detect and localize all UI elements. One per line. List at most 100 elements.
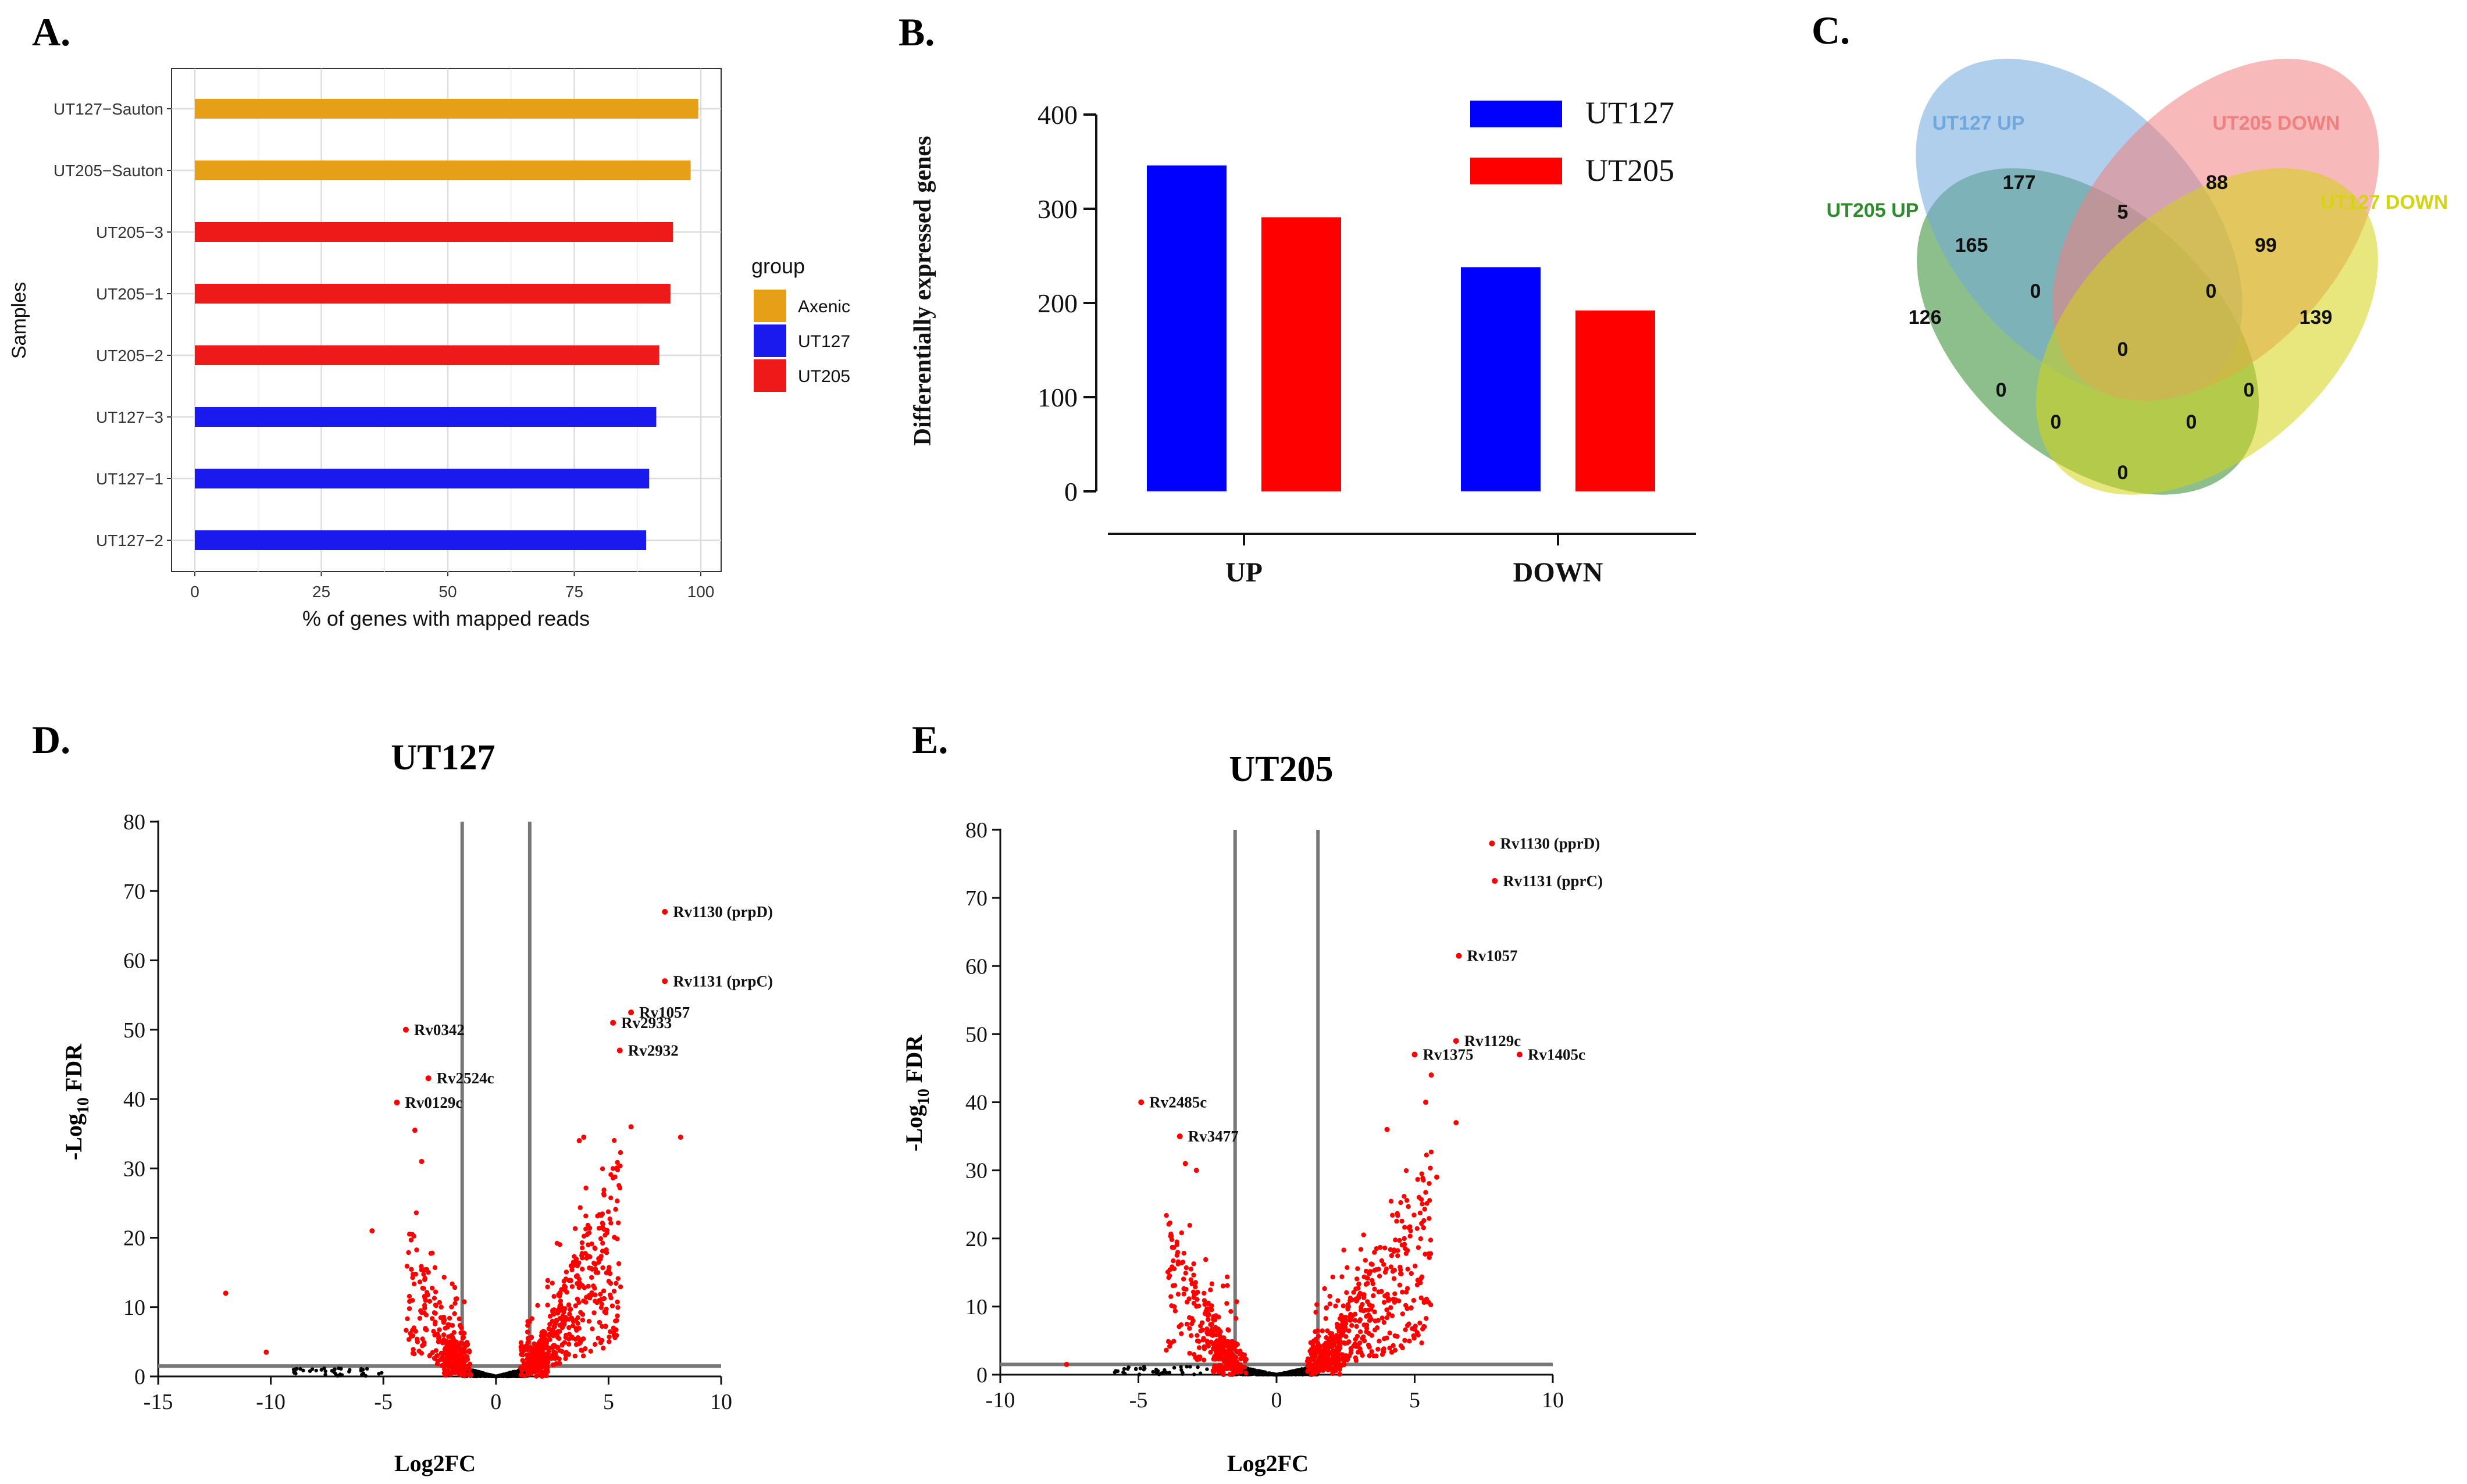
point-sig <box>545 1284 550 1290</box>
point-sig <box>1395 1248 1400 1253</box>
point-sig <box>580 1312 586 1317</box>
y-tick-label: 400 <box>1038 100 1078 130</box>
x-tick-label: 75 <box>565 583 583 601</box>
legend-swatch-ut205 <box>754 359 786 392</box>
point-sig <box>540 1373 546 1379</box>
point-sig <box>1356 1286 1361 1291</box>
point-sig <box>1327 1293 1332 1299</box>
point-sig <box>1418 1236 1424 1242</box>
x-tick-label: 50 <box>439 583 457 601</box>
point-sig <box>424 1267 430 1272</box>
point-ns <box>1252 1371 1256 1375</box>
point-ns <box>1276 1372 1280 1376</box>
point-sig <box>1346 1328 1352 1333</box>
point-ns <box>1295 1369 1299 1374</box>
panel-b-x-tick-labels: UP DOWN <box>1225 534 1603 588</box>
point-sig <box>404 1264 410 1269</box>
point-sig <box>432 1355 437 1361</box>
point-ns <box>322 1366 326 1371</box>
point-sig <box>1427 1216 1432 1221</box>
point-sig <box>579 1245 585 1251</box>
point-sig <box>1426 1251 1431 1257</box>
point-sig <box>566 1325 572 1330</box>
point-sig <box>457 1371 462 1377</box>
point-sig <box>555 1332 560 1337</box>
point-sig <box>525 1323 530 1328</box>
point-sig <box>442 1367 447 1372</box>
point-sig <box>607 1292 613 1298</box>
venn-count-ut205-down-only: 88 <box>2206 172 2228 194</box>
point-sig <box>433 1311 438 1316</box>
point-sig <box>1419 1221 1424 1226</box>
y-tick-label: UT127−Sauton <box>54 100 163 118</box>
point-sig <box>1335 1298 1341 1303</box>
point-sig <box>1386 1311 1392 1317</box>
point-ns <box>363 1374 368 1378</box>
point-ns <box>481 1371 486 1376</box>
point-labeled <box>616 1047 623 1054</box>
point-sig <box>1220 1283 1226 1289</box>
point-sig <box>531 1355 536 1361</box>
point-sig <box>1196 1345 1202 1350</box>
point-sig <box>1366 1312 1371 1318</box>
point-sig <box>1319 1365 1325 1371</box>
x-tick-label: -15 <box>144 1390 173 1414</box>
point-sig <box>1364 1322 1370 1328</box>
panel-c: C. UT127 UP UT205 DOWN UT205 UP UT127 DO… <box>1812 8 2448 495</box>
point-sig <box>612 1174 618 1180</box>
point-sig <box>1414 1226 1420 1231</box>
point-sig <box>534 1374 539 1379</box>
point-sig <box>462 1348 467 1354</box>
point-sig <box>413 1210 419 1215</box>
point-sig <box>1371 1293 1376 1298</box>
point-sig <box>436 1339 441 1344</box>
point-sig <box>1424 1296 1429 1302</box>
point-sig <box>562 1321 567 1327</box>
point-sig <box>615 1236 620 1242</box>
point-sig <box>1388 1264 1394 1269</box>
point-sig <box>1413 1264 1418 1269</box>
point-sig <box>1391 1296 1396 1302</box>
point-sig <box>1409 1305 1414 1311</box>
x-tick-label: 0 <box>490 1390 501 1414</box>
point-sig <box>1181 1250 1187 1256</box>
point-sig <box>449 1334 454 1340</box>
point-sig <box>1388 1247 1393 1253</box>
point-sig <box>1201 1357 1207 1362</box>
point-ns <box>1267 1372 1271 1377</box>
point-sig <box>546 1348 552 1353</box>
point-sig <box>440 1340 445 1346</box>
point-sig <box>542 1359 547 1365</box>
point-sig <box>417 1279 423 1285</box>
point-ns <box>1192 1372 1196 1376</box>
point-sig <box>579 1347 584 1353</box>
point-sig <box>1407 1233 1413 1239</box>
point-sig <box>413 1329 419 1334</box>
point-sig <box>564 1269 569 1275</box>
point-sig <box>1379 1315 1385 1321</box>
point-sig <box>566 1317 572 1322</box>
point-labeled <box>1453 1038 1459 1044</box>
point-sig <box>537 1347 543 1352</box>
point-ns <box>323 1369 327 1374</box>
point-sig <box>432 1265 438 1271</box>
point-sig <box>575 1263 580 1268</box>
point-ns <box>1185 1365 1189 1369</box>
panel-a: A. UT127−Sauton UT205−Sauton UT205−3 UT205−… <box>8 10 850 630</box>
point-sig <box>580 1353 586 1358</box>
venn-count-region-c: 0 <box>1996 379 2007 401</box>
point-sig <box>1420 1175 1425 1181</box>
point-sig <box>444 1352 450 1358</box>
point-sig <box>431 1329 436 1334</box>
point-sig <box>1182 1161 1188 1166</box>
point-sig <box>593 1246 598 1251</box>
panel-c-label: C. <box>1812 8 1850 52</box>
point-sig <box>452 1311 457 1317</box>
point-sig <box>550 1280 555 1286</box>
point-ns <box>1263 1370 1267 1375</box>
point-sig <box>1355 1343 1361 1349</box>
point-sig <box>1372 1286 1377 1292</box>
point-sig <box>1392 1333 1398 1339</box>
point-sig <box>1327 1340 1332 1346</box>
point-ns <box>1122 1367 1126 1371</box>
